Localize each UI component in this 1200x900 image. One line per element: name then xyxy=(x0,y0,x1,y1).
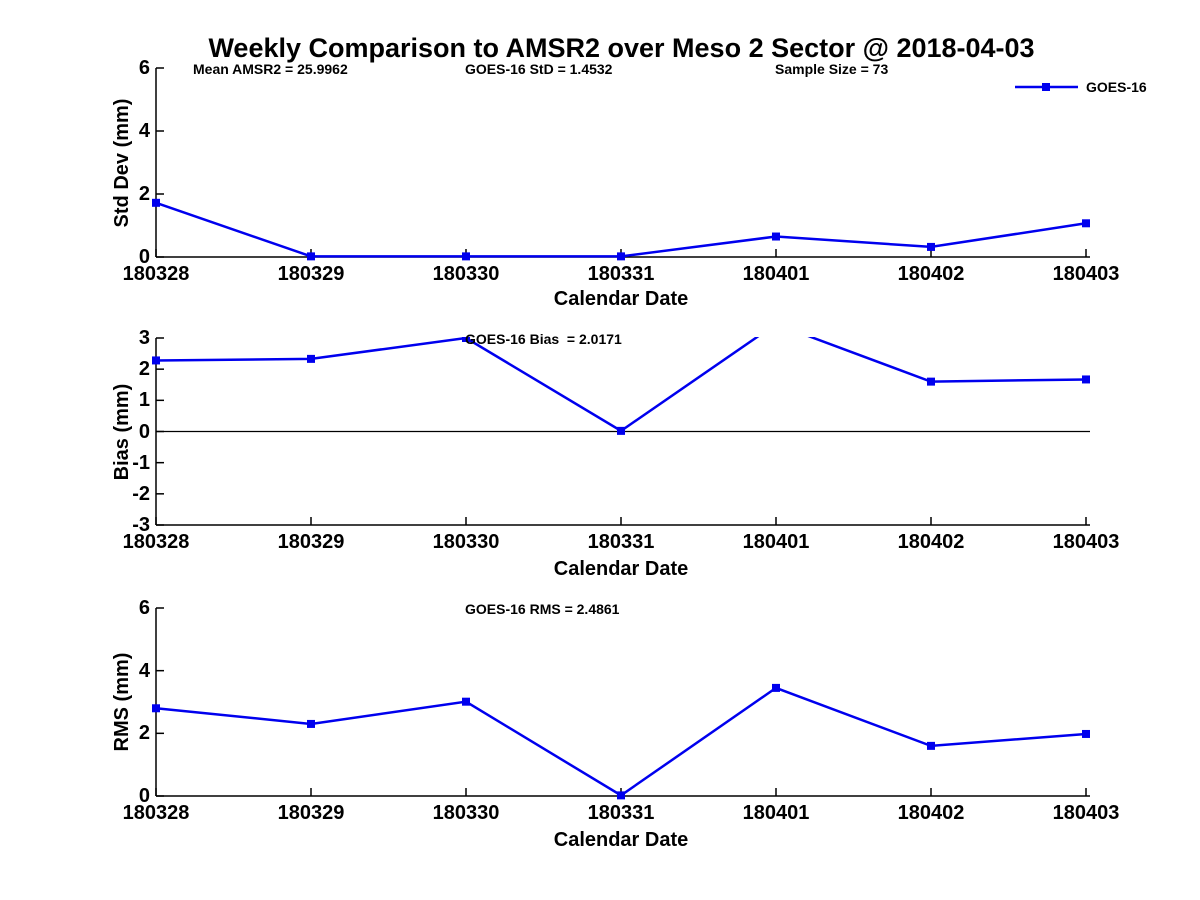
y-tick-label-bias: -1 xyxy=(132,451,150,474)
data-marker-bias-180401 xyxy=(772,320,780,328)
y-axis-title-rms: RMS (mm) xyxy=(111,652,133,752)
x-tick-label-bias: 180328 xyxy=(122,531,190,553)
x-tick-label-bias: 180402 xyxy=(897,531,965,553)
data-marker-bias-180329 xyxy=(307,354,315,363)
x-tick-label-std-dev: 180330 xyxy=(432,263,500,285)
y-tick-label-std-dev: 2 xyxy=(138,183,150,205)
data-marker-bias-180402 xyxy=(927,377,935,386)
y-tick-label-bias: 2 xyxy=(138,358,150,381)
data-marker-std-dev-180329 xyxy=(307,252,315,261)
y-tick-label-rms: 4 xyxy=(138,659,150,682)
x-tick-label-bias: 180329 xyxy=(277,531,345,553)
chart-title: Weekly Comparison to AMSR2 over Meso 2 S… xyxy=(208,33,1035,63)
x-tick-label-rms: 180331 xyxy=(587,802,655,824)
y-tick-label-rms: 6 xyxy=(138,597,150,619)
y-tick-label-bias: -3 xyxy=(132,514,150,536)
x-tick-label-bias: 180330 xyxy=(432,531,500,553)
x-tick-label-rms: 180329 xyxy=(277,802,345,824)
data-marker-bias-180403 xyxy=(1082,375,1090,384)
x-tick-label-rms: 180402 xyxy=(897,802,965,824)
y-tick-label-bias: -2 xyxy=(132,482,150,505)
x-tick-label-rms: 180403 xyxy=(1052,802,1120,824)
x-tick-label-rms: 180401 xyxy=(742,802,810,824)
data-marker-bias-180331 xyxy=(617,426,625,435)
y-tick-label-bias: 0 xyxy=(138,420,150,443)
data-marker-std-dev-180403 xyxy=(1082,219,1090,228)
annotation-bias: GOES-16 Bias = 2.0171 xyxy=(465,331,622,347)
y-tick-label-std-dev: 6 xyxy=(138,57,150,79)
y-axis-title-bias: Bias (mm) xyxy=(111,383,133,480)
legend-label: GOES-16 xyxy=(1086,79,1147,95)
x-tick-label-std-dev: 180401 xyxy=(742,263,810,285)
x-tick-label-rms: 180330 xyxy=(432,802,500,824)
y-tick-label-rms: 0 xyxy=(138,785,150,807)
data-marker-rms-180329 xyxy=(307,719,315,728)
data-marker-std-dev-180402 xyxy=(927,242,935,251)
legend-marker xyxy=(1042,83,1050,91)
x-tick-label-bias: 180403 xyxy=(1052,531,1120,553)
series-line-std-dev xyxy=(155,201,1087,258)
x-tick-label-std-dev: 180329 xyxy=(277,263,345,285)
y-tick-label-bias: 3 xyxy=(138,327,150,349)
data-marker-bias-180330 xyxy=(462,337,470,342)
y-tick-label-std-dev: 4 xyxy=(138,120,150,142)
annotation-std-dev: Sample Size = 73 xyxy=(775,61,889,77)
y-tick-label-std-dev: 0 xyxy=(138,246,150,268)
data-marker-rms-180403 xyxy=(1082,729,1090,738)
data-marker-rms-180330 xyxy=(462,697,470,706)
data-marker-std-dev-180330 xyxy=(462,252,470,261)
x-tick-label-rms: 180328 xyxy=(122,802,190,824)
x-tick-label-bias: 180401 xyxy=(742,531,810,553)
data-marker-std-dev-180401 xyxy=(772,232,780,241)
x-axis-title-bias: Calendar Date xyxy=(553,558,689,580)
data-marker-std-dev-180328 xyxy=(152,198,160,207)
y-tick-label-rms: 2 xyxy=(138,722,150,745)
x-tick-label-std-dev: 180331 xyxy=(587,263,655,285)
y-axis-title-std-dev: Std Dev (mm) xyxy=(111,98,133,227)
x-axis-title-std-dev: Calendar Date xyxy=(553,288,689,310)
data-marker-bias-180328 xyxy=(152,356,160,365)
x-tick-label-std-dev: 180402 xyxy=(897,263,965,285)
x-axis-title-rms: Calendar Date xyxy=(553,829,689,851)
annotation-rms: GOES-16 RMS = 2.4861 xyxy=(465,601,620,617)
annotation-std-dev: GOES-16 StD = 1.4532 xyxy=(465,61,613,77)
x-tick-label-std-dev: 180403 xyxy=(1052,263,1120,285)
data-marker-rms-180328 xyxy=(152,704,160,713)
data-marker-rms-180331 xyxy=(617,791,625,800)
x-tick-label-bias: 180331 xyxy=(587,531,655,553)
data-marker-rms-180402 xyxy=(927,741,935,750)
series-line-rms xyxy=(155,686,1087,797)
x-tick-label-std-dev: 180328 xyxy=(122,263,190,285)
data-marker-rms-180401 xyxy=(772,683,780,692)
y-tick-label-bias: 1 xyxy=(138,389,150,412)
annotation-std-dev: Mean AMSR2 = 25.9962 xyxy=(193,61,348,77)
data-marker-std-dev-180331 xyxy=(617,252,625,261)
